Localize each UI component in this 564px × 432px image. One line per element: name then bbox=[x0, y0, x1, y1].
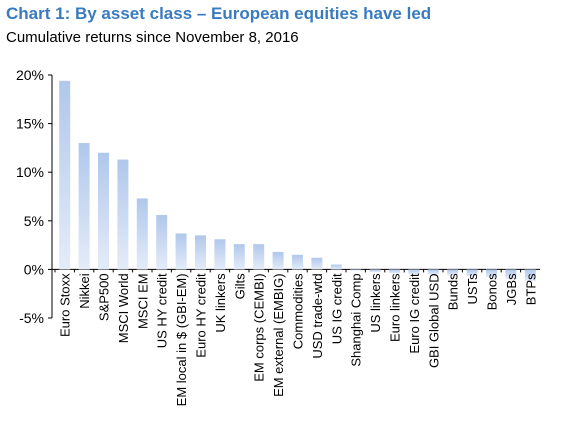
bar bbox=[136, 198, 148, 270]
bar bbox=[156, 214, 168, 270]
chart-subtitle: Cumulative returns since November 8, 201… bbox=[6, 29, 299, 46]
x-tick-label: Euro linkers bbox=[388, 273, 403, 342]
bar bbox=[486, 269, 497, 278]
x-tick-label: US linkers bbox=[368, 273, 383, 333]
bar bbox=[195, 235, 206, 270]
y-tick-label: -5% bbox=[19, 310, 44, 326]
bar bbox=[447, 269, 459, 276]
bar bbox=[253, 244, 265, 270]
bar bbox=[98, 152, 109, 270]
x-tick-label: Commodities bbox=[291, 273, 306, 349]
x-tick-label: JGBs bbox=[504, 273, 519, 305]
x-tick-label: US IG credit bbox=[329, 273, 344, 344]
x-tick-label: MSCI World bbox=[116, 273, 131, 343]
x-tick-label: S&P500 bbox=[97, 273, 112, 321]
y-tick-label: 20% bbox=[16, 67, 44, 83]
bar bbox=[272, 251, 284, 270]
bar bbox=[466, 269, 478, 277]
bar bbox=[175, 233, 187, 270]
x-tick-label: Bonos bbox=[485, 273, 500, 310]
x-tick-label: Bunds bbox=[446, 273, 461, 310]
y-tick-label: 5% bbox=[24, 213, 44, 229]
x-tick-label: EM external (EMBIG) bbox=[271, 273, 286, 397]
bar bbox=[59, 80, 71, 270]
x-tick-label: Nikkei bbox=[77, 273, 92, 309]
x-tick-label: USTs bbox=[465, 273, 480, 305]
x-tick-label: BTPs bbox=[523, 273, 538, 305]
chart-title: Chart 1: By asset class – European equit… bbox=[6, 4, 432, 23]
x-tick-label: Shanghai Comp bbox=[349, 273, 364, 366]
bar bbox=[214, 239, 226, 270]
x-tick-label: Gilts bbox=[232, 273, 247, 300]
x-tick-label: EM corps (CEMBI) bbox=[252, 273, 267, 381]
bar bbox=[524, 269, 536, 282]
bar bbox=[78, 143, 90, 270]
y-tick-label: 15% bbox=[16, 116, 44, 132]
x-tick-label: UK linkers bbox=[213, 273, 228, 333]
bar bbox=[350, 269, 362, 271]
x-tick-label: EM local in $ (GBI-EM) bbox=[174, 273, 189, 406]
x-tick-label: US HY credit bbox=[155, 273, 170, 348]
bar bbox=[311, 257, 323, 270]
bar bbox=[117, 159, 129, 270]
bar bbox=[369, 269, 381, 273]
y-tick-label: 0% bbox=[24, 261, 44, 277]
x-tick-label: GBI Global USD bbox=[426, 273, 441, 368]
bar bbox=[389, 269, 400, 274]
x-tick-label: MSCI EM bbox=[135, 273, 150, 329]
x-tick-label: USD trade-wtd bbox=[310, 273, 325, 358]
bar bbox=[233, 244, 245, 270]
bar bbox=[505, 269, 517, 280]
x-tick-label: Euro HY credit bbox=[194, 273, 209, 358]
x-tick-label: Euro Stoxx bbox=[58, 273, 73, 337]
y-tick-label: 10% bbox=[16, 164, 44, 180]
bar bbox=[330, 264, 342, 270]
x-tick-label: Euro IG credit bbox=[407, 273, 422, 354]
bar bbox=[408, 269, 420, 275]
bar bbox=[427, 269, 439, 275]
bar bbox=[292, 254, 303, 270]
